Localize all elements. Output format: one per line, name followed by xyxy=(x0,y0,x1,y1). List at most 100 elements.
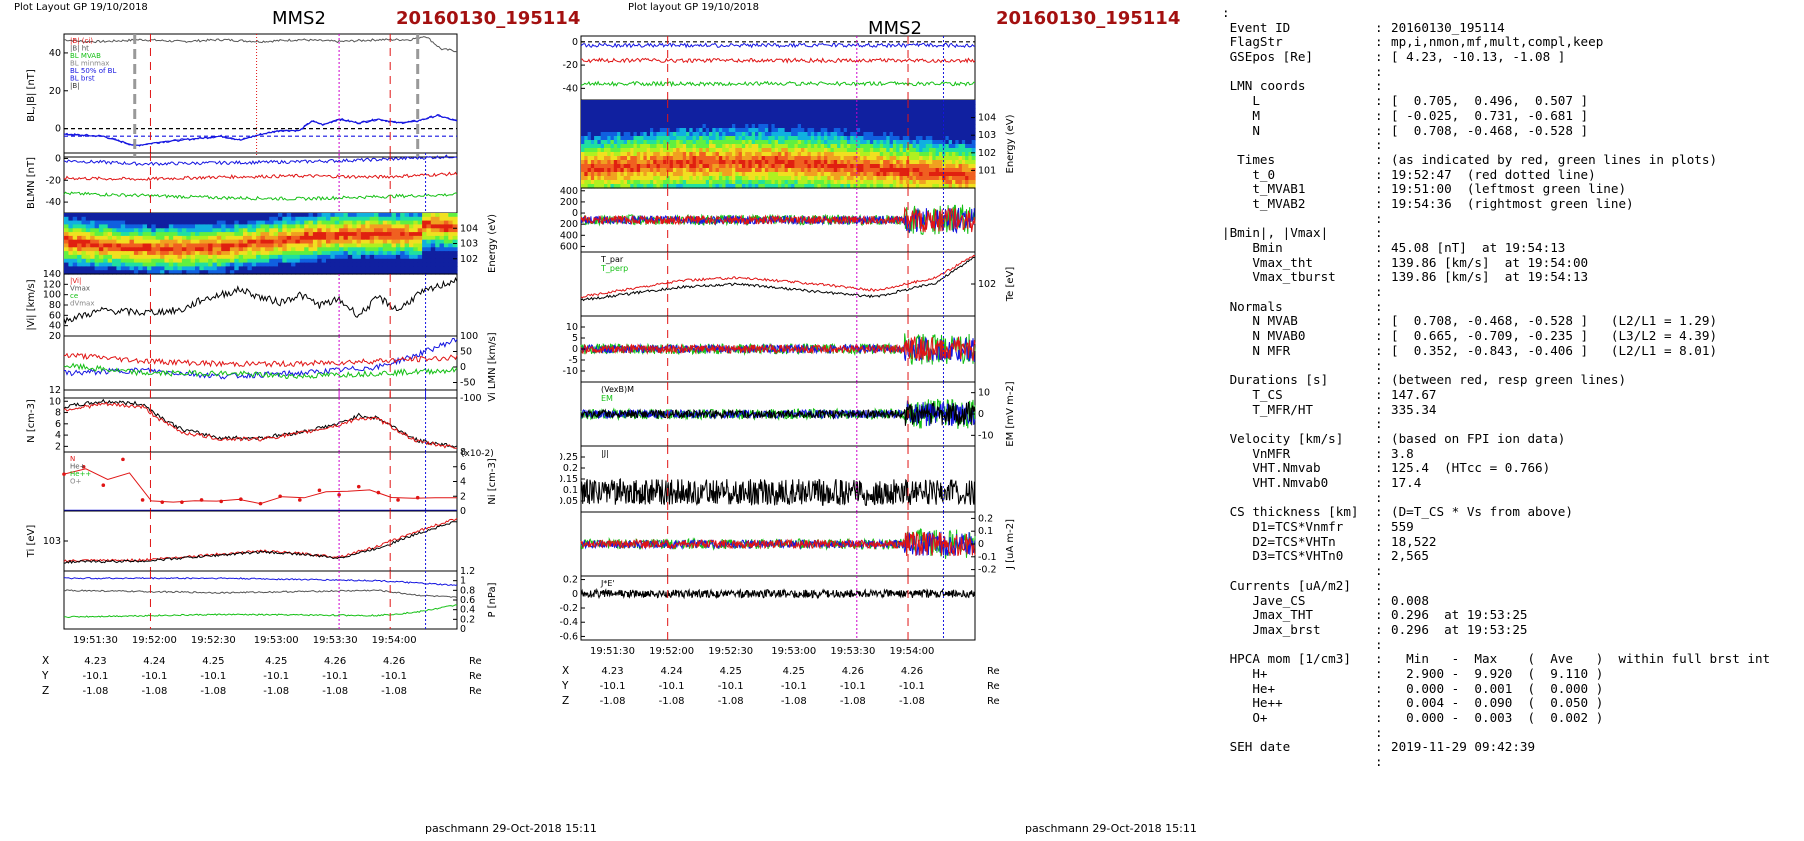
heat-cell xyxy=(243,228,248,233)
heat-cell xyxy=(617,120,621,125)
heat-cell xyxy=(112,220,117,225)
heat-cell xyxy=(439,266,445,271)
heat-cell xyxy=(791,108,795,113)
heat-cell xyxy=(810,172,815,177)
heat-cell xyxy=(600,152,605,157)
heat-cell xyxy=(869,112,874,117)
heat-cell xyxy=(633,112,638,117)
heat-cell xyxy=(199,243,205,248)
heat-cell xyxy=(610,116,615,121)
heat-cell xyxy=(810,148,815,153)
heat-cell xyxy=(722,180,727,185)
heat-cell xyxy=(695,124,700,129)
heat-cell xyxy=(636,120,641,125)
heat-cell xyxy=(587,164,592,169)
heat-cell xyxy=(617,184,621,189)
heat-cell xyxy=(330,220,336,225)
position-value: 4.24 xyxy=(660,666,682,677)
heat-cell xyxy=(919,168,924,173)
heat-cell xyxy=(837,160,841,165)
heat-cell xyxy=(640,124,644,129)
heat-cell xyxy=(774,136,779,141)
heat-cell xyxy=(650,164,654,169)
heat-cell xyxy=(856,172,861,177)
heat-cell xyxy=(896,136,901,141)
position-row-label: Y xyxy=(41,670,49,682)
heat-cell xyxy=(299,220,305,225)
heat-cell xyxy=(326,243,331,248)
heat-cell xyxy=(827,104,832,109)
heat-cell xyxy=(413,220,419,225)
heat-cell xyxy=(147,213,152,218)
heat-cell xyxy=(672,168,677,173)
heat-cell xyxy=(965,128,969,133)
heat-cell xyxy=(656,112,661,117)
heat-cell xyxy=(640,120,644,125)
heat-cell xyxy=(312,243,318,248)
heat-cell xyxy=(958,104,963,109)
heat-cell xyxy=(636,160,641,165)
heat-cell xyxy=(722,172,727,177)
heat-cell xyxy=(929,120,933,125)
heat-cell xyxy=(64,262,69,267)
heat-cell xyxy=(378,228,384,233)
heat-cell xyxy=(843,144,848,149)
heat-cell xyxy=(590,144,595,149)
heat-cell xyxy=(666,136,671,141)
heat-cell xyxy=(843,152,848,157)
time-tick-label: 19:52:00 xyxy=(649,646,694,657)
heat-cell xyxy=(892,128,897,133)
heat-cell xyxy=(264,220,270,225)
heat-cell xyxy=(712,124,717,129)
heat-cell xyxy=(120,254,126,260)
tick-label: -0.1 xyxy=(978,552,997,563)
heat-cell xyxy=(712,148,717,153)
heat-cell xyxy=(932,136,937,141)
heat-cell xyxy=(590,156,595,161)
position-value: -10.1 xyxy=(600,681,626,692)
heat-cell xyxy=(98,266,104,271)
heat-cell xyxy=(961,124,966,129)
heat-cell xyxy=(705,120,710,125)
heat-cell xyxy=(343,270,349,275)
heat-cell xyxy=(804,116,809,121)
heat-cell xyxy=(594,148,598,153)
heat-cell xyxy=(620,104,625,109)
heat-cell xyxy=(168,235,174,241)
heat-cell xyxy=(866,112,871,117)
heat-cell xyxy=(256,251,262,256)
heat-cell xyxy=(260,270,266,275)
heat-cell xyxy=(77,266,83,271)
heat-cell xyxy=(173,232,179,237)
heat-cell xyxy=(613,160,618,165)
heat-cell xyxy=(164,232,170,237)
heat-cell xyxy=(448,220,454,225)
heat-cell xyxy=(745,136,750,141)
heat-cell xyxy=(948,124,953,129)
heat-cell xyxy=(876,164,881,169)
heat-cell xyxy=(922,184,927,189)
summary-colon: : xyxy=(1375,548,1383,564)
heat-cell xyxy=(748,124,753,129)
heat-cell xyxy=(395,243,401,248)
heat-cell xyxy=(581,140,585,145)
heat-cell xyxy=(771,140,776,145)
heat-cell xyxy=(229,235,235,241)
heat-cell xyxy=(827,156,832,161)
heat-cell xyxy=(587,176,592,181)
heat-cell xyxy=(945,144,950,149)
heat-cell xyxy=(850,116,855,121)
heat-cell xyxy=(699,164,704,169)
heat-cell xyxy=(955,148,960,153)
heat-cell xyxy=(883,168,887,173)
heat-cell xyxy=(837,176,841,181)
heat-cell xyxy=(827,140,832,145)
heat-cell xyxy=(630,120,635,125)
heat-cell xyxy=(636,124,641,129)
heat-cell xyxy=(627,120,631,125)
heat-cell xyxy=(801,112,805,117)
heat-cell xyxy=(72,228,78,233)
heat-cell xyxy=(636,104,641,109)
heat-cell xyxy=(925,184,930,189)
heat-cell xyxy=(400,216,406,222)
